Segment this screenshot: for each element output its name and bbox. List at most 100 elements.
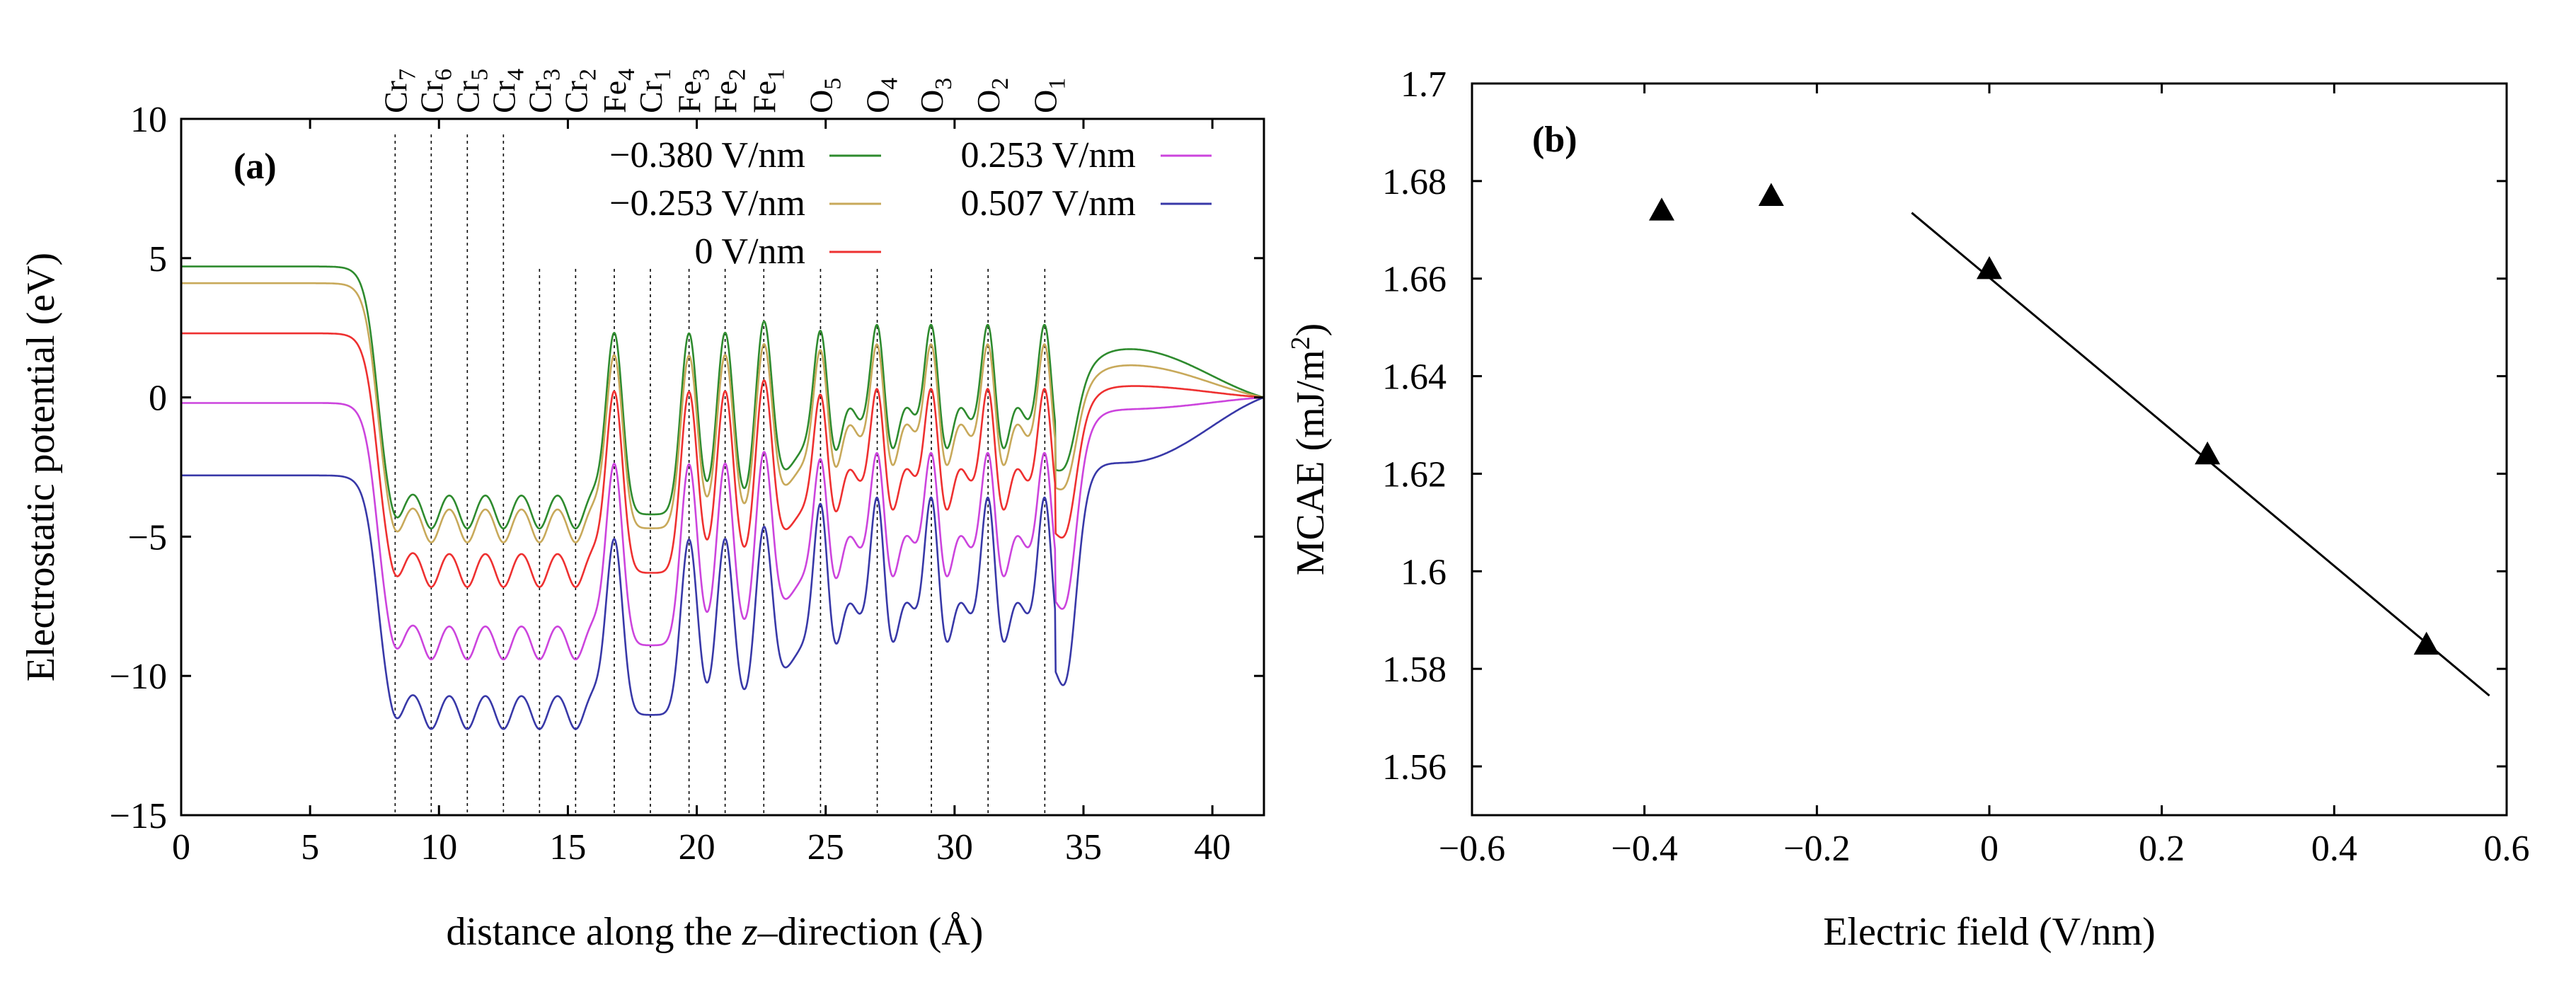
y-tick-label: −15 <box>110 796 167 836</box>
data-point-triangle <box>2413 631 2439 655</box>
x-tick-label: 15 <box>549 827 586 868</box>
x-tick-label: −0.2 <box>1783 829 1850 869</box>
atom-label: O3 <box>914 78 957 113</box>
x-tick-label: 0.6 <box>2484 829 2530 869</box>
atom-subscript: 1 <box>1044 78 1070 90</box>
atom-subscript: 6 <box>430 69 456 81</box>
panel-a-ticks: 0 5 10 15 20 25 30 35 40 −15 −10 −5 0 5 10 <box>110 100 1264 868</box>
x-tick-label: 35 <box>1065 827 1102 868</box>
atom-label: Cr4 <box>485 69 529 113</box>
x-tick-label: 0 <box>172 827 190 868</box>
x-tick-label: 40 <box>1194 827 1231 868</box>
panel-b-x-axis-label: Electric field (V/nm) <box>1823 910 2156 954</box>
atom-symbol: Fe <box>672 81 708 113</box>
data-point-triangle <box>1649 197 1675 221</box>
atom-subscript: 3 <box>539 69 565 81</box>
atom-subscript: 3 <box>689 69 715 81</box>
panel-a-curves <box>180 265 1265 730</box>
atom-label: Cr5 <box>449 69 493 113</box>
panel-b-frame <box>1471 82 2508 817</box>
atom-symbol: Cr <box>522 81 558 113</box>
panel-b-chart: −0.6 −0.4 −0.2 0 0.2 0.4 0.6 1.56 1.58 1.6 1.62 1.6… <box>1286 64 2530 954</box>
y-tick-label: 1.68 <box>1382 162 1447 202</box>
x-tick-label: 0.2 <box>2139 829 2185 869</box>
panel-b-y-axis-label: MCAE (mJ/m2) <box>1286 323 1333 576</box>
atom-subscript: 3 <box>931 78 957 90</box>
atom-symbol: Fe <box>708 81 744 113</box>
y-tick-label: 1.64 <box>1382 357 1447 398</box>
atom-subscript: 5 <box>466 69 493 81</box>
atom-symbol: O <box>970 90 1006 113</box>
y-tick-label: 5 <box>149 239 167 280</box>
atom-label: Cr6 <box>413 69 456 113</box>
y-tick-label: −5 <box>128 517 167 558</box>
y-tick-label: −10 <box>110 657 167 697</box>
atom-label: Cr7 <box>377 69 420 113</box>
x-tick-label: 5 <box>301 827 319 868</box>
y-label-superscript: 2 <box>1286 336 1316 350</box>
atom-subscript: 1 <box>650 69 676 81</box>
atom-label: O2 <box>970 78 1013 113</box>
data-point-triangle <box>1758 183 1784 206</box>
x-tick-label: 0.4 <box>2311 829 2357 869</box>
legend-entry-label: −0.253 V/nm <box>609 183 805 224</box>
x-tick-label: 10 <box>420 827 457 868</box>
potential-curve <box>180 396 1265 730</box>
atom-subscript: 7 <box>394 69 420 81</box>
atom-subscript: 2 <box>987 78 1013 90</box>
atom-symbol: O <box>914 90 950 113</box>
atom-symbol: O <box>860 90 896 113</box>
atom-symbol: Cr <box>413 81 449 113</box>
atom-subscript: 4 <box>614 69 640 81</box>
panel-a-label: (a) <box>234 146 277 187</box>
y-tick-label: 0 <box>149 379 167 419</box>
x-tick-label: 30 <box>936 827 973 868</box>
panel-b-points <box>1649 183 2439 655</box>
potential-curve <box>180 282 1265 543</box>
potential-curve <box>180 265 1265 530</box>
panel-a-y-axis-label: Electrostatic potential (eV) <box>19 253 63 681</box>
y-tick-label: 1.58 <box>1382 650 1447 690</box>
atom-label: Fe3 <box>672 69 715 113</box>
x-label-part-2: –direction (Å) <box>757 910 984 954</box>
atom-subscript: 4 <box>502 69 529 81</box>
atom-symbol: Cr <box>558 81 594 113</box>
panel-a-legend: −0.380 V/nm −0.253 V/nm 0 V/nm 0.253 V/nm 0.… <box>609 135 1212 272</box>
y-tick-label: 1.62 <box>1382 454 1447 495</box>
x-tick-label: 25 <box>807 827 844 868</box>
x-tick-label: −0.6 <box>1439 829 1505 869</box>
data-point-triangle <box>1977 255 2002 280</box>
x-tick-label: −0.4 <box>1611 829 1678 869</box>
atom-label: Cr2 <box>558 69 601 113</box>
atom-subscript: 4 <box>877 78 903 90</box>
legend-entry-label: 0.253 V/nm <box>960 135 1136 175</box>
atom-label: Fe2 <box>708 69 751 113</box>
data-point-triangle <box>2195 441 2221 465</box>
y-label-part-1: MCAE (mJ/m <box>1289 350 1333 575</box>
atom-symbol: Cr <box>377 81 413 113</box>
panel-a-atom-labels: Cr7Cr6Cr5Cr4Cr3Cr2Fe4Cr1Fe3Fe2Fe1O5O4O3O… <box>377 69 1070 113</box>
y-tick-label: 1.7 <box>1401 64 1447 105</box>
panel-a-frame <box>180 117 1265 817</box>
atom-symbol: Fe <box>746 81 782 113</box>
panel-b-ticks: −0.6 −0.4 −0.2 0 0.2 0.4 0.6 1.56 1.58 1.6 1.62 1.6… <box>1382 64 2530 869</box>
legend-entry-label: 0.507 V/nm <box>960 183 1136 224</box>
atom-symbol: Cr <box>449 81 485 113</box>
potential-curve <box>180 396 1265 661</box>
atom-subscript: 5 <box>820 78 846 90</box>
x-label-part-1: distance along the <box>447 910 742 954</box>
legend-entry-label: −0.380 V/nm <box>609 135 805 175</box>
atom-symbol: Cr <box>485 81 522 113</box>
atom-subscript: 2 <box>575 69 601 81</box>
atom-subscript: 2 <box>725 69 751 81</box>
atom-label: Fe1 <box>746 69 789 113</box>
atom-label: O5 <box>803 78 846 113</box>
potential-curve <box>180 332 1265 588</box>
atom-label: Cr1 <box>633 69 676 113</box>
panel-b-label: (b) <box>1532 120 1577 160</box>
legend-entry-label: 0 V/nm <box>694 231 805 272</box>
y-tick-label: 1.6 <box>1401 552 1447 592</box>
atom-symbol: Cr <box>633 81 669 113</box>
